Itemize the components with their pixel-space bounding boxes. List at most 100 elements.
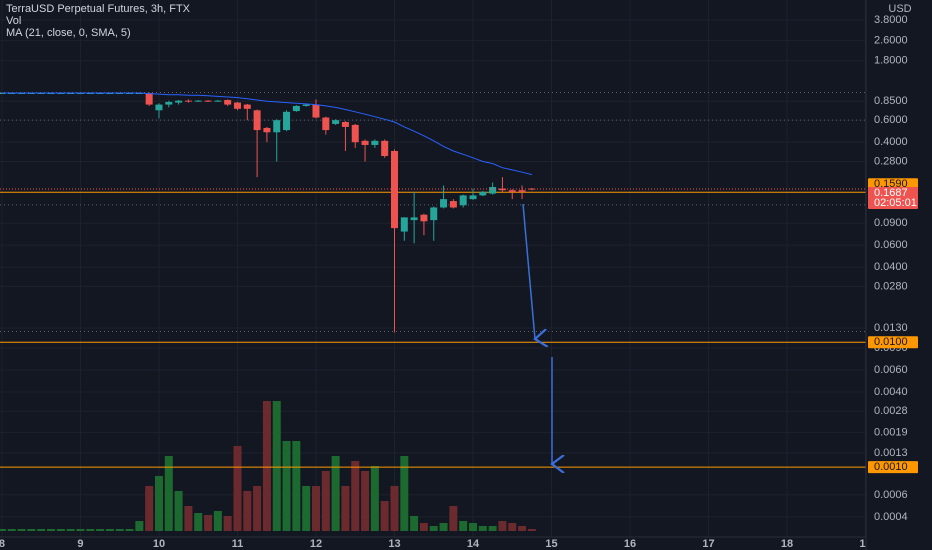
- candle-body: [479, 191, 487, 196]
- volume-bar: [37, 529, 46, 531]
- volume-bar: [272, 401, 281, 531]
- volume-bar: [302, 486, 311, 531]
- volume-bar: [27, 529, 36, 531]
- candle-body: [273, 120, 281, 133]
- candle-body: [430, 207, 438, 221]
- y-tick-label: 0.6000: [874, 114, 908, 126]
- candle-body: [57, 93, 65, 95]
- volume-bar: [164, 456, 173, 531]
- candle-body: [145, 93, 153, 105]
- x-tick-label: 9: [77, 538, 83, 550]
- last-price-box: [868, 187, 918, 210]
- legend-ma: MA (21, close, 0, SMA, 5): [6, 27, 131, 39]
- volume-bar: [243, 491, 252, 531]
- candle-body: [194, 100, 202, 102]
- y-tick-label: 0.0006: [874, 489, 908, 501]
- candle-body: [410, 217, 418, 221]
- candle-body: [508, 190, 516, 192]
- candle-body: [312, 104, 320, 118]
- y-tick-label: 0.0060: [874, 364, 908, 376]
- volume-bar: [370, 466, 379, 531]
- x-tick-label: 11: [232, 538, 244, 550]
- candle-body: [263, 127, 271, 133]
- candle-body: [361, 140, 369, 145]
- candle-body: [283, 111, 291, 131]
- price-label: 0.0100: [874, 336, 908, 348]
- volume-bar: [7, 529, 16, 531]
- volume-bar: [223, 516, 232, 531]
- y-tick-label: 0.0900: [874, 217, 908, 229]
- volume-bar: [125, 529, 134, 531]
- volume-bar: [321, 471, 330, 531]
- y-tick-label: 0.4000: [874, 136, 908, 148]
- chart-title: TerraUSD Perpetual Futures, 3h, FTX: [6, 3, 191, 15]
- y-tick-label: 0.0040: [874, 386, 908, 398]
- candle-body: [400, 217, 408, 232]
- volume-bar: [145, 486, 154, 531]
- volume-bar: [331, 456, 340, 531]
- volume-bar: [449, 506, 458, 531]
- candle-body: [489, 187, 497, 194]
- candle-body: [292, 105, 300, 112]
- volume-bar: [410, 516, 419, 531]
- volume-bar: [478, 526, 487, 531]
- x-tick-label: 12: [310, 538, 322, 550]
- candle-body: [76, 93, 84, 95]
- x-tick-label: 17: [702, 538, 714, 550]
- price-label: 0.0010: [874, 461, 908, 473]
- volume-bar: [213, 511, 222, 531]
- candle-body: [518, 190, 526, 192]
- volume-bar: [488, 526, 497, 531]
- candle-body: [126, 93, 134, 95]
- currency-label: USD: [888, 3, 911, 15]
- volume-bar: [174, 491, 183, 531]
- candle-body: [224, 100, 232, 105]
- volume-bar: [154, 476, 163, 531]
- candle-body: [67, 93, 75, 95]
- candle-body: [214, 100, 222, 102]
- candle-body: [116, 93, 124, 95]
- candle-body: [253, 110, 261, 131]
- candle-body: [8, 93, 16, 95]
- candle-body: [184, 100, 192, 102]
- candle-body: [47, 93, 55, 95]
- candle-body: [135, 93, 143, 95]
- candle-body: [459, 195, 467, 206]
- candle-body: [498, 188, 506, 191]
- volume-bar: [351, 461, 360, 531]
- volume-bar: [96, 529, 105, 531]
- candle-body: [175, 100, 183, 103]
- candle-body: [322, 117, 330, 131]
- candle-body: [332, 120, 340, 124]
- volume-bar: [253, 486, 262, 531]
- volume-bar: [86, 529, 95, 531]
- volume-bar: [419, 523, 428, 531]
- volume-bar: [361, 471, 370, 531]
- candle-body: [0, 93, 6, 95]
- candle-body: [165, 101, 173, 105]
- legend-volume: Vol: [6, 15, 21, 27]
- volume-bar: [262, 401, 271, 531]
- volume-bar: [380, 501, 389, 531]
- last-price-label: 0.1687: [874, 187, 908, 199]
- axes: 3.8000 2.6000 1.8000 0.8500 0.6000 0.4000 0.28…: [868, 14, 918, 523]
- ma-line: [2, 92, 533, 176]
- y-tick-label: 0.0130: [874, 322, 908, 334]
- volume-bar: [204, 515, 213, 531]
- volume-bar: [233, 446, 242, 531]
- volume-bar: [76, 529, 85, 531]
- plot: 8 9 10 11 12 13 14 15 16 17 18 19: [0, 91, 866, 550]
- y-tick-label: 0.0028: [874, 405, 908, 417]
- volume-bar: [105, 529, 114, 531]
- volume-bar: [468, 523, 477, 531]
- volume-bar: [341, 486, 350, 531]
- candle-body: [341, 122, 349, 127]
- candle-body: [390, 150, 398, 229]
- volume-bar: [459, 521, 468, 531]
- volume-bar: [518, 526, 527, 531]
- volume-bar: [47, 529, 56, 531]
- candle-body: [449, 201, 457, 208]
